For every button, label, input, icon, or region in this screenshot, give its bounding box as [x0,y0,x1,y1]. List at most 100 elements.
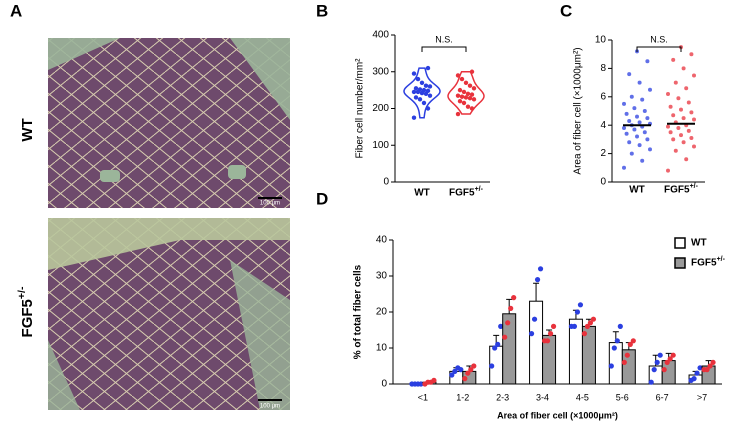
histology-fgf5 [48,218,290,410]
data-point [587,320,594,326]
data-point [671,137,676,142]
data-point [692,117,696,122]
bar [529,300,544,385]
data-point [427,93,433,98]
data-point [710,359,716,365]
data-point [611,345,617,351]
data-point [694,370,700,376]
data-point [635,134,639,139]
data-point [498,323,504,329]
y-tick-label: 40 [376,235,388,246]
data-point [648,147,652,152]
data-point [452,368,458,374]
data-point [627,72,632,77]
data-point [455,111,461,117]
x-tick-label: WT [629,185,645,196]
data-point [668,130,673,135]
data-point [423,83,429,88]
data-point [707,363,713,369]
y-tick-label: 20 [376,307,388,318]
data-point [471,97,477,102]
data-point [668,104,673,109]
data-point [666,91,670,96]
data-point [469,106,475,111]
error-bar [533,282,540,302]
data-point [622,101,626,106]
data-point [632,106,637,111]
data-point [689,110,694,115]
scale-bar-label: 100 μm [260,201,280,207]
data-point [671,113,676,118]
data-point [657,352,663,358]
data-point [667,356,673,362]
data-point [531,316,538,322]
data-point [686,100,691,105]
data-point [635,114,639,119]
data-point [544,338,551,344]
y-tick-label: 0 [381,379,387,390]
data-point [627,140,632,145]
x-tick-label: <1 [418,392,428,402]
y-tick-label: 0 [600,177,606,188]
data-point [676,96,681,101]
data-point [455,73,461,78]
data-point [686,128,691,133]
data-point [637,120,642,125]
data-point [465,91,471,97]
data-point [413,95,419,100]
data-point [550,323,557,329]
data-point [462,376,468,382]
y-tick-label: 10 [595,35,607,46]
data-point [431,377,437,383]
data-point [642,130,647,135]
data-point [468,367,474,373]
data-point [502,334,508,340]
y-tick-label: 30 [376,271,388,282]
data-point [679,133,683,138]
data-point [425,65,431,71]
data-point [467,96,473,101]
data-point [654,359,660,365]
data-point [673,148,678,153]
data-point [632,127,637,132]
data-point [651,367,657,373]
y-tick-label: 200 [372,103,389,114]
data-point [411,71,417,76]
data-point [648,379,654,385]
data-point [664,359,670,365]
data-point [637,80,642,85]
data-point [465,104,471,109]
data-point [661,367,667,373]
data-point [640,97,645,102]
data-point [673,80,678,85]
data-point [681,66,686,71]
data-point [457,98,463,104]
data-point [449,372,455,378]
data-point [505,320,511,326]
y-tick-label: 2 [600,148,606,159]
x-tick-label: >7 [697,392,707,402]
data-point [671,57,676,62]
data-point [622,165,626,170]
violin [447,71,485,115]
y-tick-label: 4 [600,120,606,131]
data-point [629,151,634,156]
y-tick-label: 0 [383,177,389,188]
data-point [614,338,620,344]
annotation: N.S. [435,34,453,44]
data-point [642,109,647,113]
data-point [622,126,626,131]
legend-label: WT [691,238,707,249]
significance-bracket [636,46,682,52]
data-point [528,331,535,337]
x-tick-label: 2-3 [496,392,509,402]
data-point [471,363,477,369]
data-point [624,131,629,136]
y-tick-label: 8 [600,63,606,74]
data-point [637,143,642,148]
data-point [666,124,670,129]
y-tick-label: 100 [372,140,389,151]
data-point [577,302,584,308]
data-point [617,323,623,329]
